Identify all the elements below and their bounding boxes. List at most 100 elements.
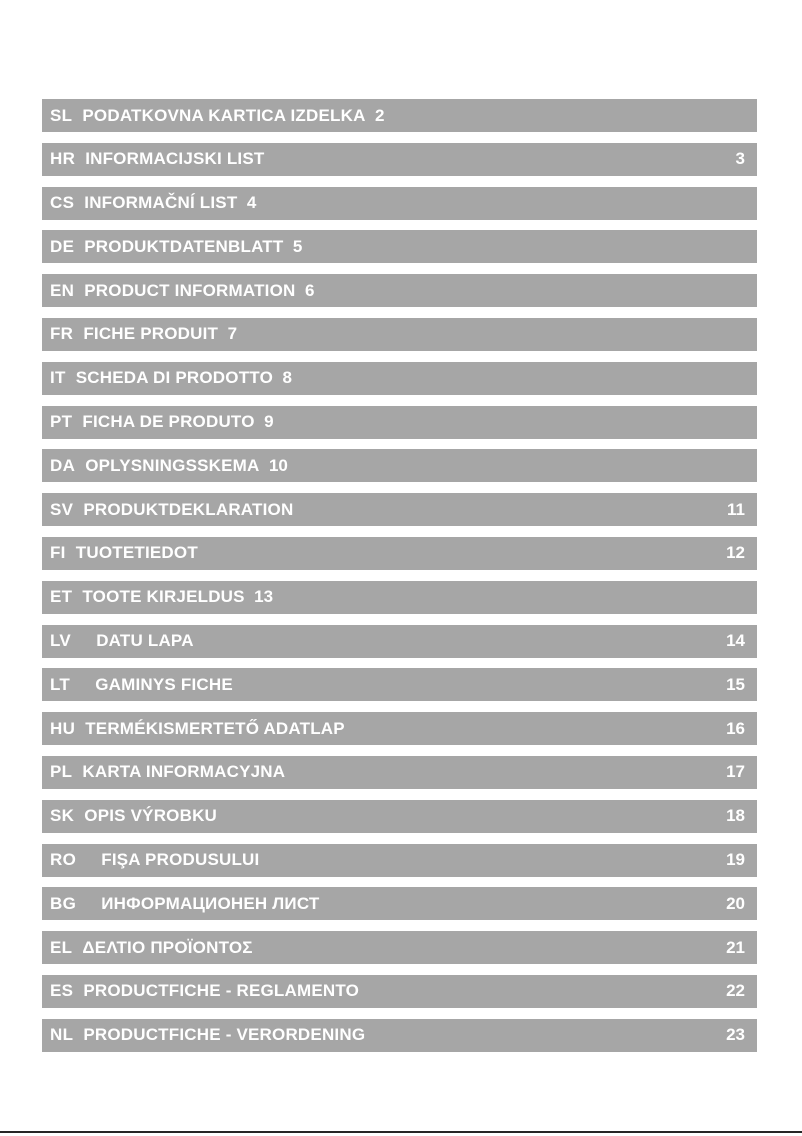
index-row[interactable]: DE PRODUKTDATENBLATT 55 — [42, 230, 757, 264]
page-number: 21 — [726, 937, 745, 957]
language-code: HR — [50, 149, 76, 169]
language-code: LT — [50, 674, 71, 694]
index-row[interactable]: HR INFORMACIJSKI LIST 33 — [42, 142, 757, 176]
index-row[interactable]: EN PRODUCT INFORMATION 66 — [42, 274, 757, 308]
language-code: HU — [50, 718, 76, 738]
index-row[interactable]: LV DATU LAPA 1414 — [42, 624, 757, 658]
page-number: 9 — [254, 412, 274, 432]
section-title: INFORMACIJSKI LIST — [85, 149, 265, 169]
index-row[interactable]: EL ΔΕΛΤΙΟ ΠΡΟΪΟΝΤΟΣ 2121 — [42, 931, 757, 965]
index-row[interactable]: RO FIŞA PRODUSULUI 1919 — [42, 843, 757, 877]
language-code: SL — [50, 105, 73, 125]
section-title: TOOTE KIRJELDUS — [82, 587, 245, 607]
section-title: INFORMAČNÍ LIST — [84, 193, 238, 213]
code-title-gap — [72, 762, 82, 782]
language-code: PL — [50, 762, 73, 782]
code-title-gap — [75, 456, 85, 476]
section-title: SCHEDA DI PRODOTTO — [75, 368, 273, 388]
language-code: SK — [50, 806, 75, 826]
page-number: 3 — [735, 149, 745, 169]
index-row[interactable]: ET TOOTE KIRJELDUS 1313 — [42, 580, 757, 614]
section-title: ИНФОРМАЦИОНЕН ЛИСТ — [101, 893, 320, 913]
index-row[interactable]: SL PODATKOVNA KARTICA IZDELKA 22 — [42, 99, 757, 132]
index-row[interactable]: BG ИНФОРМАЦИОНЕН ЛИСТ 2020 — [42, 887, 757, 921]
language-code: FR — [50, 324, 74, 344]
code-title-gap — [70, 675, 95, 695]
code-title-gap — [74, 281, 84, 301]
page-number: 13 — [244, 587, 274, 607]
index-row[interactable]: IT SCHEDA DI PRODOTTO 88 — [42, 361, 757, 395]
page-number: 11 — [727, 499, 745, 519]
page-number: 5 — [283, 236, 303, 256]
code-title-gap — [73, 981, 83, 1001]
page-number: 6 — [295, 280, 315, 300]
code-title-gap — [66, 543, 76, 563]
code-title-gap — [74, 237, 84, 257]
code-title-gap — [74, 806, 84, 826]
index-row[interactable]: CS INFORMAČNÍ LIST 44 — [42, 186, 757, 220]
language-code: SV — [50, 499, 74, 519]
footer-rule — [0, 1131, 802, 1133]
page-number: 14 — [726, 631, 745, 651]
page-number: 8 — [273, 368, 292, 388]
page-number: 22 — [726, 981, 745, 1001]
section-title: OPLYSNINGSSKEMA — [85, 455, 260, 475]
section-title: PRODUKTDEKLARATION — [83, 499, 294, 519]
language-code: CS — [50, 193, 75, 213]
page-number: 19 — [726, 850, 745, 870]
section-title: DATU LAPA — [96, 631, 194, 651]
index-row[interactable]: LT GAMINYS FICHE 1515 — [42, 668, 757, 702]
section-title: FICHE PRODUIT — [83, 324, 219, 344]
section-title: TUOTETIEDOT — [75, 543, 198, 563]
page-number: 17 — [726, 762, 745, 782]
code-title-gap — [73, 500, 83, 520]
index-row[interactable]: FR FICHE PRODUIT 77 — [42, 317, 757, 351]
language-code: DA — [50, 455, 76, 475]
index-row[interactable]: FI TUOTETIEDOT 1212 — [42, 536, 757, 570]
index-row[interactable]: NL PRODUCTFICHE - VERORDENING 2323 — [42, 1018, 757, 1052]
index-row[interactable]: PL KARTA INFORMACYJNA 1717 — [42, 755, 757, 789]
language-code: ET — [50, 587, 73, 607]
code-title-gap — [74, 193, 84, 213]
code-title-gap — [72, 587, 82, 607]
section-title: FIŞA PRODUSULUI — [101, 850, 260, 870]
index-row[interactable]: HU TERMÉKISMERTETŐ ADATLAP 1616 — [42, 712, 757, 746]
index-row[interactable]: PT FICHA DE PRODUTO 99 — [42, 405, 757, 439]
page-number: 16 — [726, 718, 745, 738]
page-number: 7 — [218, 324, 238, 344]
code-title-gap — [66, 368, 76, 388]
code-title-gap — [72, 412, 82, 432]
index-row[interactable]: ES PRODUCTFICHE - REGLAMENTO 2222 — [42, 974, 757, 1008]
section-title: FICHA DE PRODUTO — [82, 412, 255, 432]
section-title: KARTA INFORMACYJNA — [82, 762, 286, 782]
language-code: NL — [50, 1025, 74, 1045]
page-number: 15 — [726, 674, 745, 694]
section-title: OPIS VÝROBKU — [84, 806, 218, 826]
language-code: PT — [50, 412, 73, 432]
code-title-gap — [71, 631, 96, 651]
index-row[interactable]: DA OPLYSNINGSSKEMA 1010 — [42, 449, 757, 483]
language-code: LV — [50, 631, 72, 651]
language-code: IT — [50, 368, 66, 388]
page-number: 10 — [259, 455, 288, 475]
section-title: PRODUCT INFORMATION — [84, 280, 296, 300]
page-number: 12 — [726, 543, 745, 563]
section-title: TERMÉKISMERTETŐ ADATLAP — [85, 718, 345, 738]
code-title-gap — [72, 106, 82, 126]
section-title: PRODUCTFICHE - VERORDENING — [83, 1025, 366, 1045]
index-row[interactable]: SK OPIS VÝROBKU 1818 — [42, 799, 757, 833]
page-number: 23 — [726, 1025, 745, 1045]
section-title: PRODUKTDATENBLATT — [84, 236, 284, 256]
section-title: ΔΕΛΤΙΟ ΠΡΟΪΟΝΤΟΣ — [82, 937, 253, 957]
code-title-gap — [76, 850, 101, 870]
page-number: 18 — [726, 806, 745, 826]
language-code: RO — [50, 850, 77, 870]
language-code: BG — [50, 893, 77, 913]
code-title-gap — [72, 938, 82, 958]
page-number: 2 — [365, 105, 385, 125]
index-row[interactable]: SV PRODUKTDEKLARATION 1111 — [42, 493, 757, 527]
language-code: EL — [50, 937, 73, 957]
language-code: DE — [50, 236, 75, 256]
section-title: PRODUCTFICHE - REGLAMENTO — [83, 981, 360, 1001]
